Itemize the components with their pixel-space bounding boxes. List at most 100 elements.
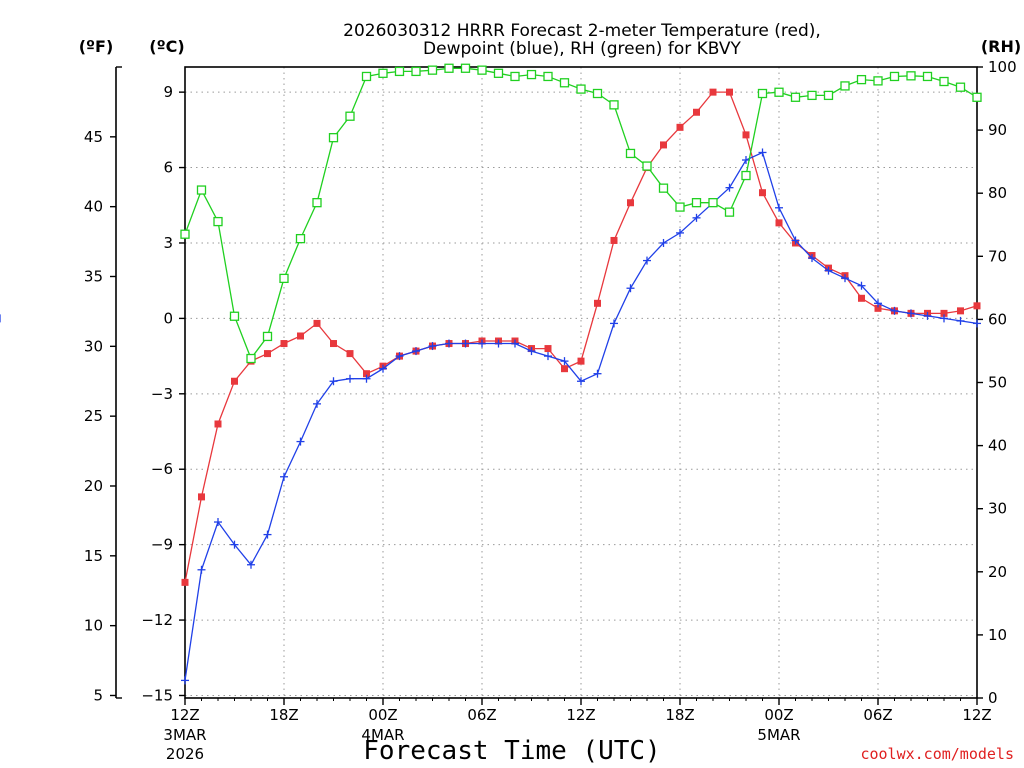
fahrenheit-axis-unit: (ºF)	[79, 37, 114, 56]
rh-point	[510, 71, 520, 82]
temperature-point	[330, 340, 337, 348]
rh-point	[328, 133, 339, 143]
x-tick-label: 12Z	[170, 706, 199, 724]
dewpoint-point	[313, 399, 321, 408]
x-tick-label: 12Z	[566, 706, 595, 724]
dewpoint-point	[857, 281, 866, 290]
temperature-point	[693, 108, 700, 116]
dewpoint-point	[560, 357, 569, 366]
temperature-point	[346, 350, 354, 358]
dewpoint-point	[362, 374, 371, 383]
celsius-tick-label: −9	[151, 536, 173, 554]
dewpoint-point	[940, 314, 948, 323]
temperature-point	[610, 236, 618, 244]
celsius-tick-label: 0	[163, 309, 173, 327]
credit-text: coolwx.com/models	[860, 745, 1014, 763]
rh-point	[427, 65, 438, 75]
temperature-point	[264, 350, 271, 358]
dewpoint-point	[247, 560, 255, 569]
dewpoint-point	[791, 236, 800, 245]
dewpoint-point	[676, 228, 684, 237]
dewpoint-point	[923, 311, 932, 320]
celsius-axis-unit: (ºC)	[149, 37, 184, 56]
rh-tick-label: 0	[988, 689, 998, 707]
dewpoint-point	[329, 377, 338, 386]
rh-tick-label: 10	[988, 626, 1007, 644]
x-tick-date: 3MAR	[163, 726, 206, 744]
rh-point	[295, 233, 306, 244]
fahrenheit-tick-label: 25	[84, 407, 103, 425]
rh-point	[576, 84, 586, 94]
rh-point	[823, 90, 834, 101]
temperature-point	[181, 578, 189, 586]
rh-axis-unit: (RH)	[981, 37, 1021, 56]
x-tick-label: 06Z	[863, 706, 892, 724]
dewpoint-point	[494, 339, 503, 348]
temperature-point	[874, 304, 882, 312]
dewpoint-point	[725, 183, 734, 192]
rh-point	[939, 76, 949, 87]
temperature-point	[660, 141, 667, 149]
rh-point	[757, 88, 768, 99]
fahrenheit-tick-label: 30	[84, 337, 103, 355]
temperature-point	[363, 370, 370, 378]
series-group	[0, 63, 982, 685]
rh-point	[411, 66, 421, 77]
dewpoint-point	[230, 540, 239, 549]
rh-point	[312, 198, 322, 208]
x-tick-label: 00Z	[764, 706, 793, 724]
rh-point	[675, 202, 685, 212]
rh-point	[889, 71, 900, 82]
fahrenheit-tick-label: 5	[93, 686, 103, 704]
rh-point	[625, 148, 636, 159]
rh-point	[691, 198, 702, 208]
rh-point	[559, 78, 570, 88]
dewpoint-point	[758, 148, 767, 157]
temperature-point	[775, 219, 783, 227]
dewpoint-point	[907, 309, 915, 318]
rh-point	[180, 229, 190, 239]
rh-tick-label: 20	[988, 563, 1007, 581]
rh-point	[724, 207, 735, 217]
temperature-point	[676, 123, 684, 131]
fahrenheit-tick-label: 45	[84, 128, 103, 146]
rh-point	[493, 68, 504, 78]
rh-tick-label: 30	[988, 500, 1007, 518]
rh-point	[741, 170, 751, 181]
celsius-tick-label: 6	[163, 159, 173, 177]
dewpoint-point	[544, 352, 552, 361]
dewpoint-point	[956, 316, 965, 325]
rh-point	[609, 100, 619, 110]
dewpoint-point	[214, 518, 222, 527]
rh-point	[592, 88, 603, 99]
rh-tick-label: 50	[988, 374, 1007, 392]
rh-point	[345, 111, 355, 121]
dewpoint-point	[775, 203, 783, 212]
rh-point	[444, 63, 454, 73]
rh-tick-label: 80	[988, 184, 1007, 202]
temperature-point	[742, 131, 750, 139]
rh-point	[378, 68, 388, 78]
rh-point	[229, 311, 240, 321]
dewpoint-point	[593, 369, 602, 378]
rh-point	[955, 82, 966, 92]
temperature-point	[561, 365, 568, 373]
fahrenheit-tick-label: 20	[84, 477, 103, 495]
dewpoint-point	[395, 352, 404, 361]
temperature-point	[297, 332, 304, 340]
rh-point	[922, 71, 933, 82]
x-tick-label: 06Z	[467, 706, 496, 724]
rh-point	[460, 63, 471, 73]
dewpoint-point	[973, 319, 981, 328]
chart-title-line2: Dewpoint (blue), RH (green) for KBVY	[423, 39, 741, 59]
temperature-point	[577, 357, 585, 365]
rh-point	[807, 90, 817, 101]
dewpoint-point	[478, 339, 486, 348]
temperature-point	[198, 493, 205, 501]
x-tick-label: 00Z	[368, 706, 397, 724]
x-tick-date: 4MAR	[361, 726, 404, 744]
rh-point	[873, 76, 883, 86]
temperature-point	[214, 420, 222, 428]
